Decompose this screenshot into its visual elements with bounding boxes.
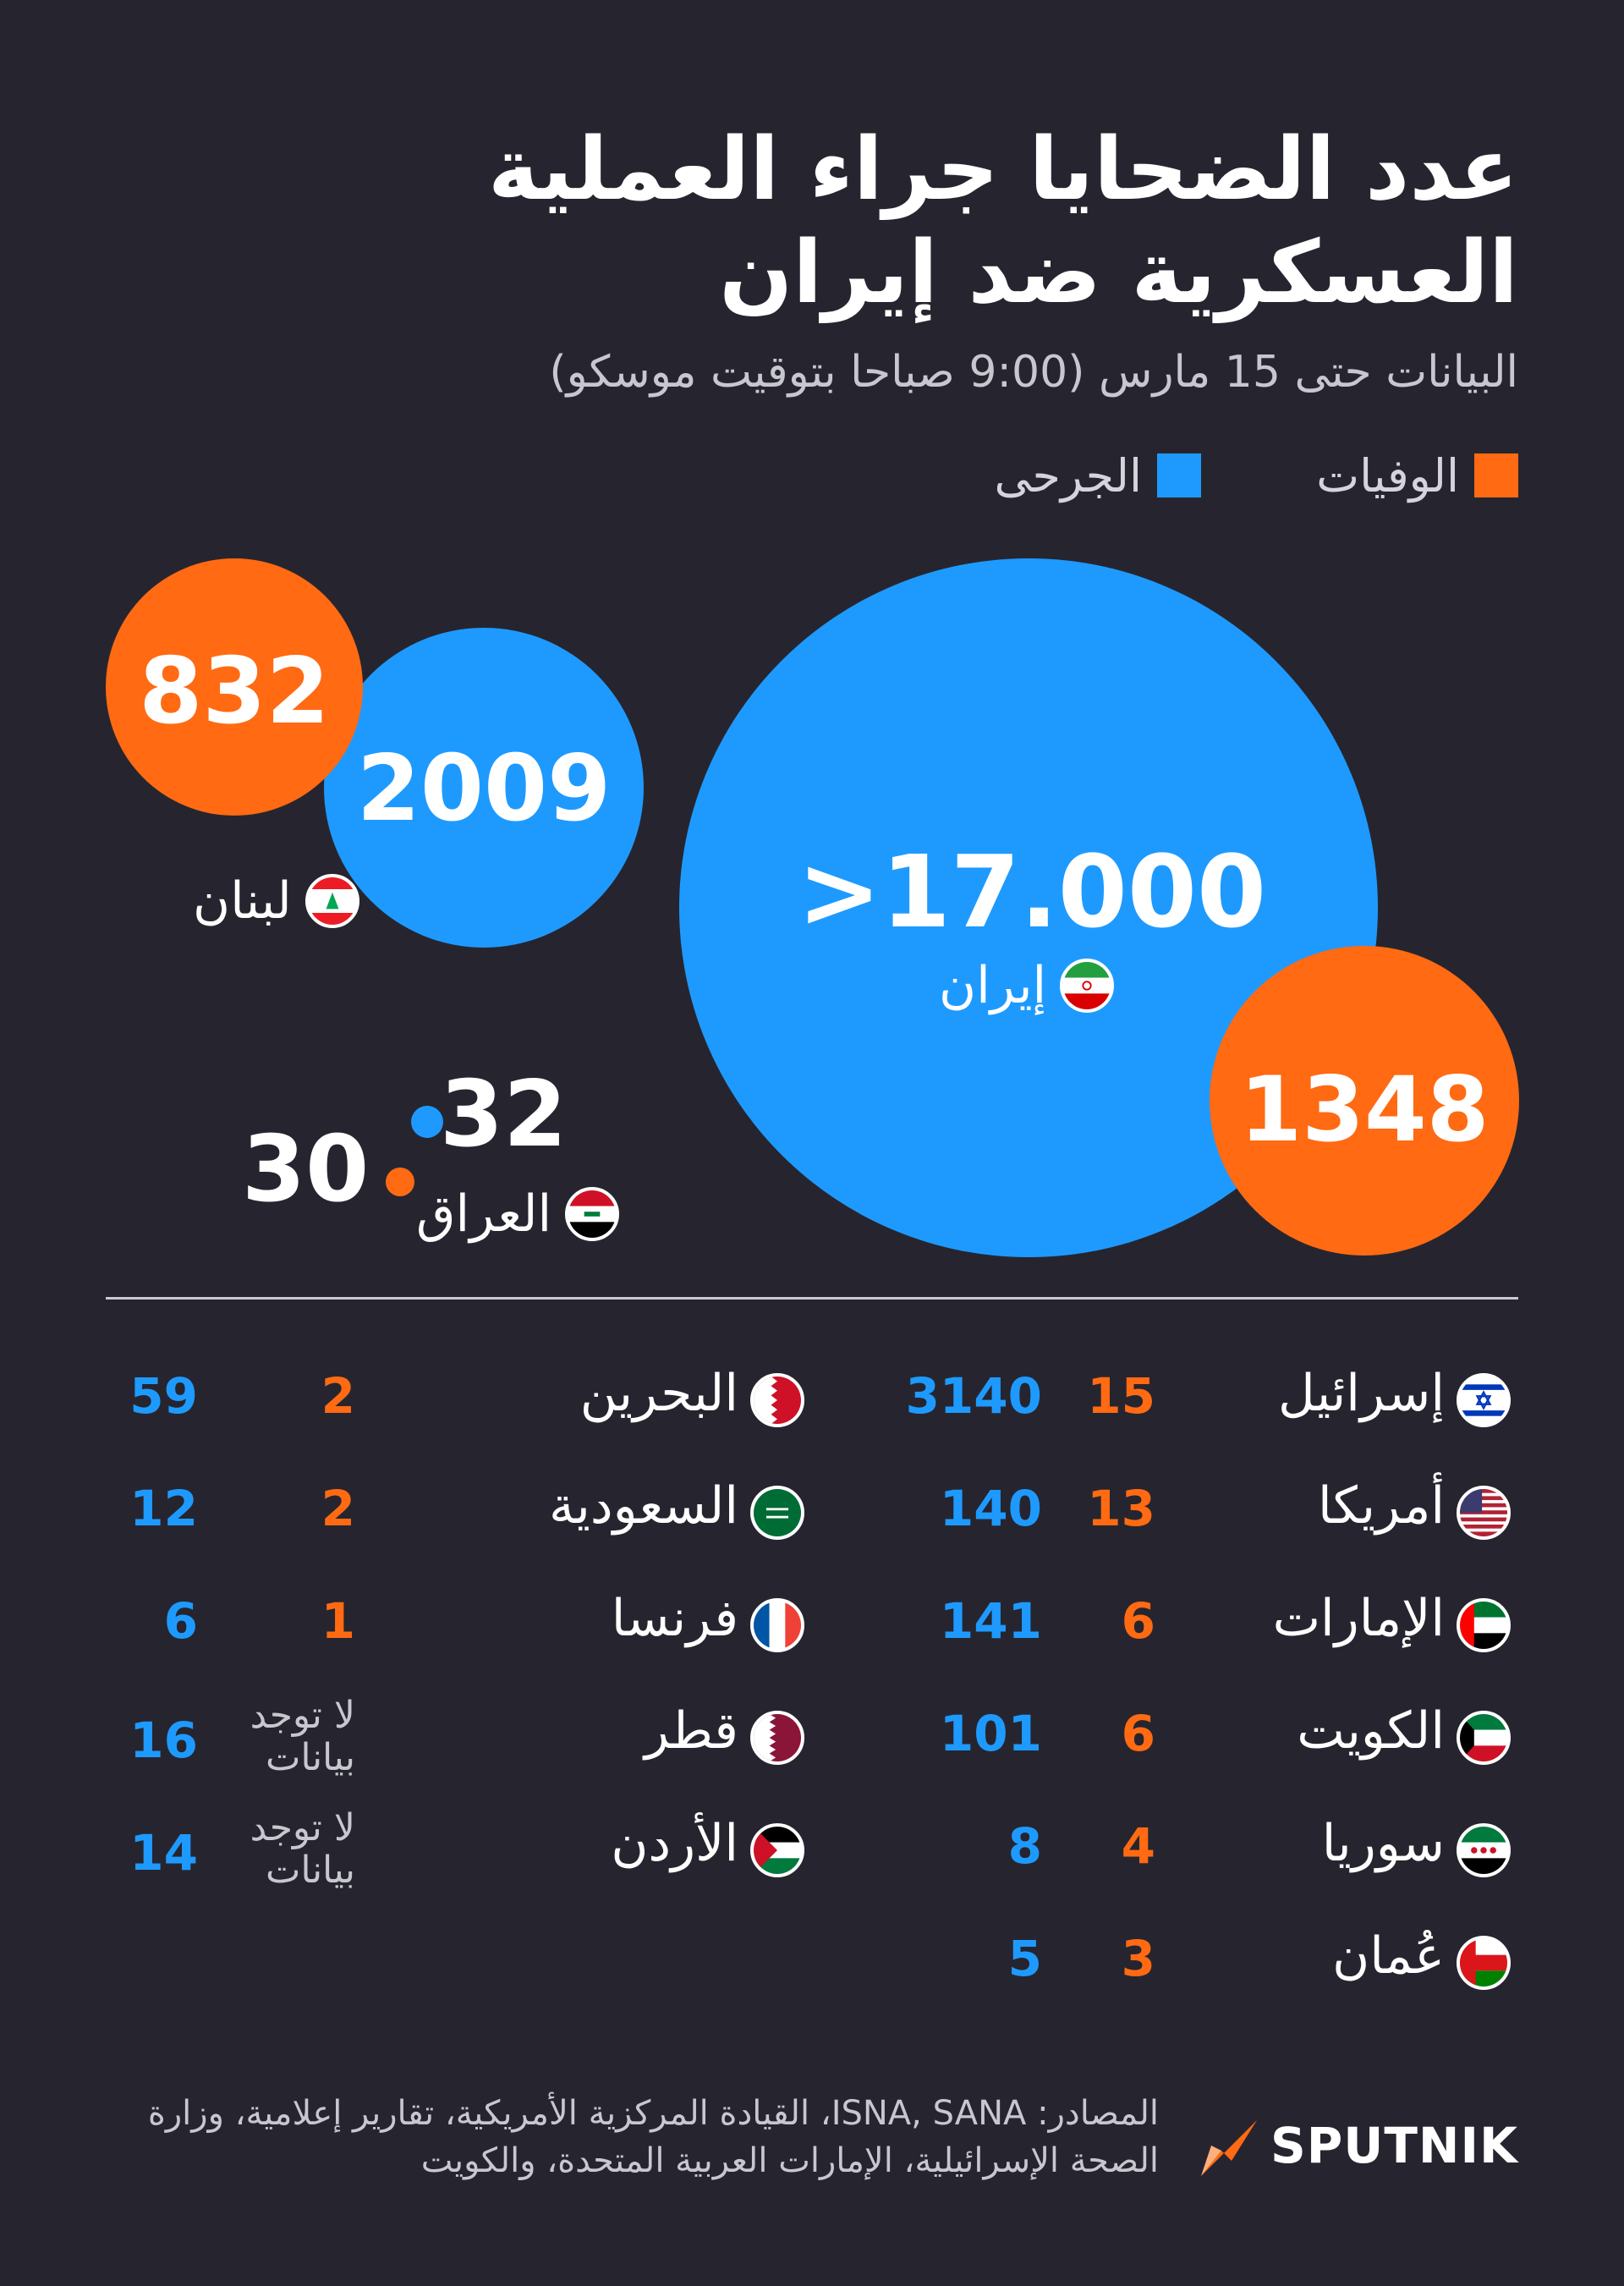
table-row: البحرين 2 59 xyxy=(0,1364,1624,1445)
injured-value: 3140 xyxy=(905,1367,1042,1425)
table-row: السعودية 2 12 xyxy=(0,1476,1624,1558)
legend-deaths: الوفيات xyxy=(1316,448,1518,503)
no-data-note: لا توجد بيانات xyxy=(250,1806,355,1892)
country-name: الإمارات xyxy=(1272,1589,1445,1648)
deaths-value: 6 xyxy=(1121,1705,1155,1762)
injured-value: 59 xyxy=(129,1367,198,1425)
table-row: الكويت 6 101 xyxy=(0,1701,1624,1783)
table-row: أمريكا 13 140 xyxy=(0,1476,1624,1558)
iraq-injured-value: 32 xyxy=(440,1062,568,1168)
injured-value: 16 xyxy=(129,1712,198,1769)
brand-name: SPUTNIK xyxy=(1270,2117,1518,2174)
country-name: السعودية xyxy=(548,1476,738,1536)
deaths-value: 3 xyxy=(1121,1930,1155,1987)
iran-deaths-value: 1348 xyxy=(1239,1058,1490,1162)
country-name: الكويت xyxy=(1297,1701,1445,1761)
lebanon-deaths-value: 832 xyxy=(139,639,330,745)
country-name: إسرائيل xyxy=(1278,1364,1445,1423)
jordan-flag-icon xyxy=(750,1823,804,1877)
country-name: عُمان xyxy=(1332,1926,1445,1986)
oman-flag-icon xyxy=(1457,1936,1511,1990)
iraq-deaths-bubble xyxy=(386,1168,414,1196)
lebanon-label: لبنان xyxy=(193,871,359,931)
deaths-value: 15 xyxy=(1087,1367,1155,1425)
bahrain-flag-icon xyxy=(750,1373,804,1427)
country-name: أمريكا xyxy=(1317,1476,1445,1536)
table-row: قطر لا توجد بيانات 16 xyxy=(0,1695,1624,1783)
saudi-flag-icon xyxy=(750,1486,804,1540)
page-subtitle: البيانات حتى 15 مارس (9:00 صباحا بتوقيت … xyxy=(549,347,1518,398)
deaths-value: 1 xyxy=(321,1592,355,1650)
lebanon-flag-icon xyxy=(304,874,359,928)
iran-name: إيران xyxy=(939,956,1047,1015)
table-row: عُمان 3 5 xyxy=(0,1926,1624,2008)
kuwait-flag-icon xyxy=(1457,1711,1511,1765)
injured-value: 140 xyxy=(939,1480,1042,1537)
country-name: البحرين xyxy=(579,1364,738,1423)
footer-source: المصادر: ISNA, SANA، القيادة المركزية ال… xyxy=(147,2094,1159,2180)
table-row: الإمارات 6 141 xyxy=(0,1589,1624,1670)
deaths-value: 2 xyxy=(321,1480,355,1537)
iraq-injured-bubble xyxy=(411,1106,443,1138)
injured-value: 141 xyxy=(939,1592,1042,1650)
injured-value: 14 xyxy=(129,1824,198,1882)
iraq-name: العراق xyxy=(416,1184,552,1244)
deaths-value: 13 xyxy=(1087,1480,1155,1537)
injured-swatch xyxy=(1157,453,1201,497)
lebanon-injured-value: 2009 xyxy=(356,736,612,842)
iraq-label: العراق xyxy=(416,1184,620,1244)
iran-label: إيران xyxy=(939,956,1115,1015)
lebanon-deaths-bubble xyxy=(106,558,363,816)
iran-flag-icon xyxy=(1060,959,1115,1013)
deaths-swatch xyxy=(1474,453,1518,497)
iraq-flag-icon xyxy=(565,1187,620,1241)
sputnik-arrow-icon xyxy=(1200,2120,1257,2176)
lebanon-name: لبنان xyxy=(193,871,292,931)
injured-value: 101 xyxy=(939,1705,1042,1762)
page-title: عدد الضحايا جراء العملية العسكرية ضد إير… xyxy=(487,119,1518,323)
sputnik-logo: SPUTNIK xyxy=(1198,2112,1518,2179)
country-name: سوريا xyxy=(1321,1814,1445,1873)
table-row: فرنسا 1 6 xyxy=(0,1589,1624,1670)
qatar-flag-icon xyxy=(750,1711,804,1765)
deaths-value: 6 xyxy=(1121,1592,1155,1650)
injured-value: 8 xyxy=(1007,1817,1042,1875)
iraq-deaths-value: 30 xyxy=(242,1117,370,1223)
deaths-value: 2 xyxy=(321,1367,355,1425)
lebanon-injured-bubble xyxy=(324,628,644,948)
israel-flag-icon xyxy=(1457,1373,1511,1427)
iran-injured-value: >17.000 xyxy=(797,833,1267,950)
uae-flag-icon xyxy=(1457,1598,1511,1652)
legend-injured-label: الجرحى xyxy=(994,448,1143,503)
injured-value: 6 xyxy=(163,1592,198,1650)
table-row: إسرائيل 15 3140 xyxy=(0,1364,1624,1445)
country-name: قطر xyxy=(644,1701,738,1761)
injured-value: 5 xyxy=(1007,1930,1042,1987)
no-data-note: لا توجد بيانات xyxy=(250,1694,355,1779)
syria-flag-icon xyxy=(1457,1823,1511,1877)
table-row: سوريا 4 8 xyxy=(0,1814,1624,1895)
legend-injured: الجرحى xyxy=(994,448,1201,503)
deaths-value: 4 xyxy=(1121,1817,1155,1875)
usa-flag-icon xyxy=(1457,1486,1511,1540)
table-row: الأردن لا توجد بيانات 14 xyxy=(0,1807,1624,1895)
country-name: فرنسا xyxy=(611,1589,738,1648)
section-divider xyxy=(106,1297,1518,1300)
country-name: الأردن xyxy=(611,1814,738,1873)
iran-deaths-bubble xyxy=(1210,946,1519,1256)
legend-deaths-label: الوفيات xyxy=(1316,448,1459,503)
injured-value: 12 xyxy=(129,1480,198,1537)
france-flag-icon xyxy=(750,1598,804,1652)
